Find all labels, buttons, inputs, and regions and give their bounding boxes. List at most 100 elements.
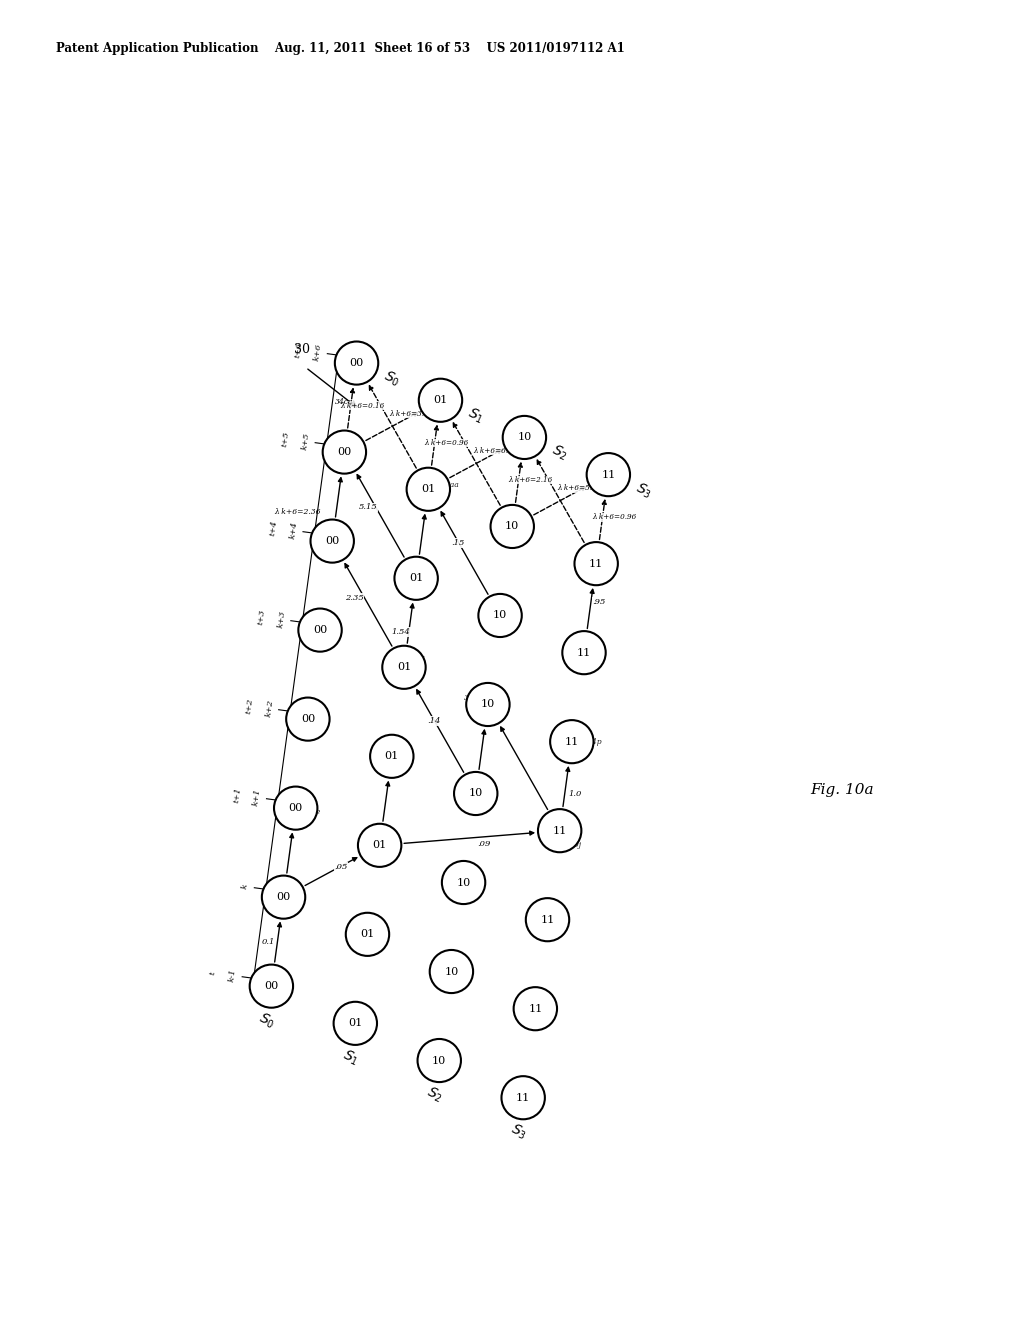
Text: $S_3$: $S_3$ <box>508 1121 529 1143</box>
Text: λ k+6=2.36: λ k+6=2.36 <box>274 508 321 516</box>
Text: 11: 11 <box>541 915 555 925</box>
Text: 01: 01 <box>385 751 399 762</box>
Text: 40s: 40s <box>411 653 425 663</box>
Circle shape <box>490 506 534 548</box>
Text: $S_3$: $S_3$ <box>633 479 654 502</box>
Text: k-1: k-1 <box>228 969 238 982</box>
Text: 34aa: 34aa <box>440 482 460 490</box>
Text: 1.54: 1.54 <box>391 628 411 636</box>
Text: 00: 00 <box>289 803 303 813</box>
Circle shape <box>502 1076 545 1119</box>
Text: 10: 10 <box>493 610 507 620</box>
Circle shape <box>298 609 342 652</box>
Text: .15: .15 <box>452 539 465 546</box>
Text: $S_2$: $S_2$ <box>424 1084 445 1106</box>
Text: 0.1: 0.1 <box>261 937 274 945</box>
Text: 34cc: 34cc <box>335 397 353 405</box>
Circle shape <box>525 898 569 941</box>
Text: 38aa: 38aa <box>339 432 357 440</box>
Text: 11: 11 <box>564 737 579 747</box>
Circle shape <box>503 416 546 459</box>
Circle shape <box>358 824 401 867</box>
Text: λ k+6=2.16: λ k+6=2.16 <box>508 477 553 484</box>
Text: 2.35: 2.35 <box>345 594 364 602</box>
Circle shape <box>323 430 367 474</box>
Text: t+2: t+2 <box>245 697 255 714</box>
Circle shape <box>442 861 485 904</box>
Circle shape <box>262 875 305 919</box>
Text: 11: 11 <box>516 1093 530 1102</box>
Text: .05: .05 <box>334 862 347 871</box>
Text: k+4: k+4 <box>289 521 299 540</box>
Text: 10: 10 <box>505 521 519 532</box>
Text: 01: 01 <box>348 1018 362 1028</box>
Text: 1.0: 1.0 <box>568 789 582 797</box>
Text: t+3: t+3 <box>257 609 266 626</box>
Text: 5.15: 5.15 <box>358 503 377 511</box>
Circle shape <box>587 453 630 496</box>
Text: 10: 10 <box>444 966 459 977</box>
Circle shape <box>335 342 378 384</box>
Text: $S_1$: $S_1$ <box>340 1047 361 1068</box>
Text: 10: 10 <box>469 788 483 799</box>
Text: 38v: 38v <box>425 502 439 511</box>
Text: 11: 11 <box>528 1003 543 1014</box>
Text: 01: 01 <box>409 573 423 583</box>
Text: k: k <box>241 883 250 890</box>
Text: 00: 00 <box>325 536 339 546</box>
Text: 01: 01 <box>360 929 375 940</box>
Circle shape <box>418 1039 461 1082</box>
Text: 00: 00 <box>337 447 351 457</box>
Text: 40j: 40j <box>569 841 582 849</box>
Circle shape <box>430 950 473 993</box>
Text: Fig. 10a: Fig. 10a <box>810 783 873 797</box>
Text: k+5: k+5 <box>301 432 311 450</box>
Text: λ k+6=6.36: λ k+6=6.36 <box>473 447 518 455</box>
Text: 34s: 34s <box>485 718 499 726</box>
Text: 10: 10 <box>432 1056 446 1065</box>
Text: .09: .09 <box>477 840 490 849</box>
Text: t: t <box>209 970 217 975</box>
Text: k+2: k+2 <box>264 700 274 718</box>
Text: $S_0$: $S_0$ <box>256 1010 278 1031</box>
Text: 40e: 40e <box>305 808 319 816</box>
Circle shape <box>310 520 354 562</box>
Text: 11: 11 <box>553 826 567 836</box>
Circle shape <box>562 631 606 675</box>
Circle shape <box>550 721 594 763</box>
Text: 11: 11 <box>589 558 603 569</box>
Text: t+1: t+1 <box>232 787 243 803</box>
Text: λ k+6=0.16: λ k+6=0.16 <box>341 401 385 409</box>
Text: λ k+6=5.16: λ k+6=5.16 <box>557 484 602 492</box>
Text: t+4: t+4 <box>268 519 279 536</box>
Text: 34v: 34v <box>403 591 417 599</box>
Text: 00: 00 <box>349 358 364 368</box>
Text: $S_2$: $S_2$ <box>549 442 570 463</box>
Text: 01: 01 <box>421 484 435 494</box>
Text: t+6: t+6 <box>293 342 303 358</box>
Text: 10: 10 <box>517 433 531 442</box>
Text: Patent Application Publication    Aug. 11, 2011  Sheet 16 of 53    US 2011/01971: Patent Application Publication Aug. 11, … <box>56 42 625 55</box>
Text: $S_1$: $S_1$ <box>465 405 486 426</box>
Text: 34j: 34j <box>389 735 401 743</box>
Text: 10: 10 <box>481 700 495 709</box>
Text: λ k+6=3.16: λ k+6=3.16 <box>390 411 434 418</box>
Circle shape <box>394 557 438 599</box>
Text: .95: .95 <box>593 598 606 606</box>
Text: t+5: t+5 <box>281 430 291 447</box>
Circle shape <box>346 912 389 956</box>
Circle shape <box>466 682 510 726</box>
Text: k+1: k+1 <box>252 788 262 807</box>
Circle shape <box>419 379 462 422</box>
Circle shape <box>370 735 414 777</box>
Text: k+3: k+3 <box>276 610 287 628</box>
Text: 00: 00 <box>264 981 279 991</box>
Text: 01: 01 <box>373 841 387 850</box>
Text: 00: 00 <box>313 626 328 635</box>
Text: $S_0$: $S_0$ <box>381 368 402 389</box>
Circle shape <box>407 467 450 511</box>
Text: 11: 11 <box>601 470 615 479</box>
Circle shape <box>334 1002 377 1045</box>
Circle shape <box>574 543 617 585</box>
Text: 01: 01 <box>433 395 447 405</box>
